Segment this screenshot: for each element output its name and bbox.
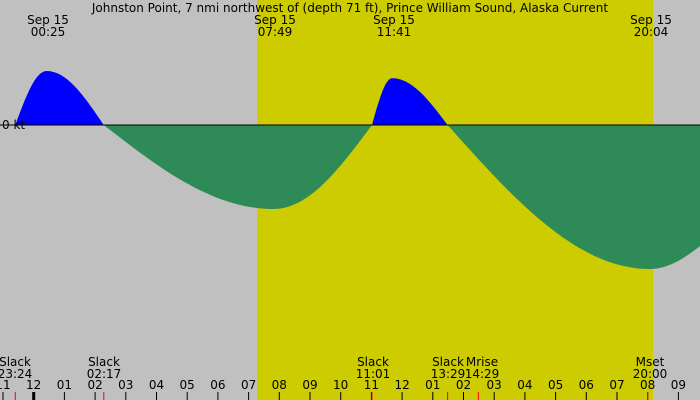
hour-tick-label: 11	[364, 378, 379, 392]
moonrise-label: Mrise	[466, 355, 498, 369]
moonrise-time: 14:29	[465, 367, 500, 381]
slack-label: Slack	[88, 355, 120, 369]
hour-tick-label: 03	[487, 378, 502, 392]
hour-tick-label: 05	[180, 378, 195, 392]
hour-tick-label: 12	[394, 378, 409, 392]
slack-time: 02:17	[87, 367, 122, 381]
flood-area	[15, 71, 104, 125]
slack-label: Slack	[0, 355, 31, 369]
zero-label: 0 kt	[2, 118, 25, 132]
slack-time: 13:29	[431, 367, 466, 381]
flood-area	[372, 78, 448, 125]
hour-tick-label: 09	[302, 378, 317, 392]
time-axis-labels: 11 12 01 02 03 04 05 06 07 08 09 10 11 12 01 02 03 04 05 06…	[0, 378, 686, 392]
event-date-3: Sep 15	[373, 13, 415, 27]
hour-tick-label: 04	[149, 378, 164, 392]
hour-tick-label: 12	[26, 378, 41, 392]
event-time-2: 07:49	[258, 25, 293, 39]
event-time-1: 00:25	[31, 25, 66, 39]
event-time-3: 11:41	[377, 25, 412, 39]
hour-tick-label: 10	[333, 378, 348, 392]
hour-tick-label: 04	[517, 378, 532, 392]
slack-time: 11:01	[356, 367, 391, 381]
moonset-label: Mset	[636, 355, 665, 369]
slack-time: 23:24	[0, 367, 32, 381]
event-date-2: Sep 15	[254, 13, 296, 27]
hour-tick-label: 06	[579, 378, 594, 392]
event-date-4: Sep 15	[630, 13, 672, 27]
hour-tick-label: 08	[272, 378, 287, 392]
hour-tick-label: 08	[640, 378, 655, 392]
hour-tick-label: 02	[87, 378, 102, 392]
hour-tick-label: 07	[609, 378, 624, 392]
hour-tick-label: 03	[118, 378, 133, 392]
ebb-area	[447, 125, 700, 269]
hour-tick-label: 05	[548, 378, 563, 392]
ebb-area	[103, 125, 372, 209]
hour-tick-label: 06	[210, 378, 225, 392]
event-tick-marks	[14, 392, 649, 400]
chart-title: Johnston Point, 7 nmi northwest of (dept…	[91, 1, 609, 15]
hour-tick-label: 09	[671, 378, 686, 392]
hour-tick-label: 01	[57, 378, 72, 392]
slack-label: Slack	[357, 355, 389, 369]
hour-tick-label: 01	[425, 378, 440, 392]
slack-label: Slack	[432, 355, 464, 369]
hour-tick-label: 07	[241, 378, 256, 392]
moonset-time: 20:00	[633, 367, 668, 381]
event-time-4: 20:04	[634, 25, 669, 39]
hour-tick-label: 11	[0, 378, 11, 392]
hour-tick-label: 02	[456, 378, 471, 392]
event-date-1: Sep 15	[27, 13, 69, 27]
